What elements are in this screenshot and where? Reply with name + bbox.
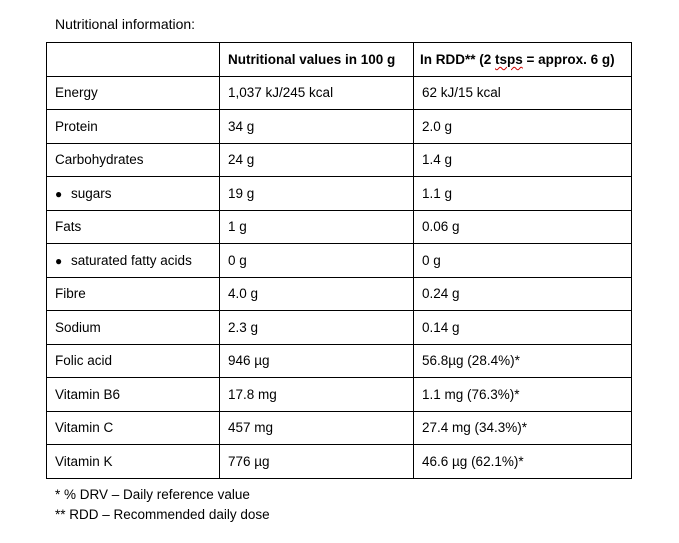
per-100g-value: 1 g <box>219 209 414 244</box>
rdd-value: 1.1 g <box>413 176 632 211</box>
nutrient-sub-label: sugars <box>71 185 112 201</box>
header-cell-empty <box>46 42 220 77</box>
nutrient-label: Vitamin K <box>46 444 220 479</box>
rdd-value: 62 kJ/15 kcal <box>413 75 632 110</box>
per-100g-value: 2.3 g <box>219 310 414 345</box>
table-row: Protein 34 g 2.0 g <box>46 109 632 144</box>
nutrient-label-sub: ● sugars <box>46 176 220 211</box>
page-title: Nutritional information: <box>55 16 196 32</box>
header-cell-rdd: In RDD** (2 tsps = approx. 6 g) <box>413 42 632 77</box>
footnote-rdd: ** RDD – Recommended daily dose <box>55 507 270 522</box>
table-row: Carbohydrates 24 g 1.4 g <box>46 142 632 177</box>
nutrient-label: Carbohydrates <box>46 142 220 177</box>
nutrient-label: Vitamin B6 <box>46 377 220 412</box>
rdd-value: 1.4 g <box>413 142 632 177</box>
nutrient-label: Fibre <box>46 276 220 311</box>
table-row: Folic acid 946 µg 56.8µg (28.4%)* <box>46 343 632 378</box>
per-100g-value: 34 g <box>219 109 414 144</box>
per-100g-value: 946 µg <box>219 343 414 378</box>
footnote-drv: * % DRV – Daily reference value <box>55 487 250 502</box>
nutrient-label: Vitamin C <box>46 410 220 445</box>
nutrient-label: Protein <box>46 109 220 144</box>
nutrient-label: Folic acid <box>46 343 220 378</box>
table-row: Vitamin K 776 µg 46.6 µg (62.1%)* <box>46 444 632 479</box>
nutrition-table: Nutritional values in 100 g In RDD** (2 … <box>46 42 632 479</box>
table-row: Fibre 4.0 g 0.24 g <box>46 276 632 311</box>
nutrient-label: Fats <box>46 209 220 244</box>
rdd-value: 1.1 mg (76.3%)* <box>413 377 632 412</box>
bullet-icon: ● <box>55 186 63 201</box>
per-100g-value: 0 g <box>219 243 414 278</box>
nutrient-label: Sodium <box>46 310 220 345</box>
table-row: Sodium 2.3 g 0.14 g <box>46 310 632 345</box>
rdd-value: 46.6 µg (62.1%)* <box>413 444 632 479</box>
bullet-icon: ● <box>55 253 63 268</box>
rdd-value: 56.8µg (28.4%)* <box>413 343 632 378</box>
rdd-value: 0.14 g <box>413 310 632 345</box>
per-100g-value: 1,037 kJ/245 kcal <box>219 75 414 110</box>
rdd-value: 0.06 g <box>413 209 632 244</box>
rdd-value: 0 g <box>413 243 632 278</box>
nutrient-label: Energy <box>46 75 220 110</box>
table-row: Fats 1 g 0.06 g <box>46 209 632 244</box>
per-100g-value: 19 g <box>219 176 414 211</box>
nutrient-label-sub: ● saturated fatty acids <box>46 243 220 278</box>
per-100g-value: 24 g <box>219 142 414 177</box>
header-rdd-prefix: In RDD** (2 <box>420 51 496 67</box>
header-rdd-tsps: tsps <box>495 51 523 67</box>
table-row: Vitamin C 457 mg 27.4 mg (34.3%)* <box>46 410 632 445</box>
table-row: ● saturated fatty acids 0 g 0 g <box>46 243 632 278</box>
table-row: Energy 1,037 kJ/245 kcal 62 kJ/15 kcal <box>46 75 632 110</box>
table-row: ● sugars 19 g 1.1 g <box>46 176 632 211</box>
nutrient-sub-label: saturated fatty acids <box>71 252 192 268</box>
rdd-value: 0.24 g <box>413 276 632 311</box>
table-row: Vitamin B6 17.8 mg 1.1 mg (76.3%)* <box>46 377 632 412</box>
per-100g-value: 17.8 mg <box>219 377 414 412</box>
per-100g-value: 4.0 g <box>219 276 414 311</box>
header-cell-per-100g: Nutritional values in 100 g <box>219 42 414 77</box>
table-header-row: Nutritional values in 100 g In RDD** (2 … <box>46 42 632 77</box>
rdd-value: 2.0 g <box>413 109 632 144</box>
footnotes: * % DRV – Daily reference value ** RDD –… <box>55 485 270 525</box>
per-100g-value: 776 µg <box>219 444 414 479</box>
per-100g-value: 457 mg <box>219 410 414 445</box>
rdd-value: 27.4 mg (34.3%)* <box>413 410 632 445</box>
header-rdd-suffix: = approx. 6 g) <box>522 51 615 67</box>
